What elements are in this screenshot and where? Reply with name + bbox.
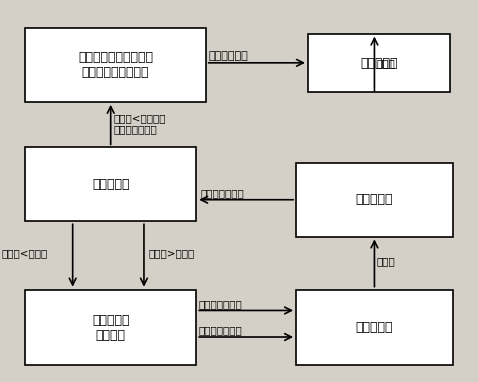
Text: 信号处理器: 信号处理器 <box>92 178 130 191</box>
FancyBboxPatch shape <box>296 290 453 366</box>
Text: 压力变送器: 压力变送器 <box>356 193 393 206</box>
Text: 挤出电机停转: 挤出电机停转 <box>208 51 248 62</box>
Text: 压力值>设定值: 压力值>设定值 <box>149 249 195 259</box>
Text: 调速电路和
开关电路: 调速电路和 开关电路 <box>92 314 130 342</box>
Text: 挤出泵电机: 挤出泵电机 <box>360 57 398 70</box>
Text: 压力值<设定值: 压力值<设定值 <box>1 249 48 259</box>
Text: 电压或电流信号: 电压或电流信号 <box>201 189 245 199</box>
FancyBboxPatch shape <box>308 34 450 92</box>
Text: 降低泵速或关断: 降低泵速或关断 <box>198 299 242 309</box>
Text: 输料管: 输料管 <box>377 256 396 266</box>
FancyBboxPatch shape <box>25 290 196 366</box>
Text: 送料泵电机: 送料泵电机 <box>356 321 393 334</box>
Text: 压力值<设定值状
态超过设定时间: 压力值<设定值状 态超过设定时间 <box>113 113 165 134</box>
FancyBboxPatch shape <box>25 147 196 221</box>
FancyBboxPatch shape <box>296 163 453 236</box>
Text: 输料管: 输料管 <box>377 58 396 68</box>
Text: 提高泵速或启动: 提高泵速或启动 <box>198 325 242 335</box>
Text: 三维打印控制板或挤出
泵电机外置驱动电路: 三维打印控制板或挤出 泵电机外置驱动电路 <box>78 51 153 79</box>
FancyBboxPatch shape <box>25 28 206 102</box>
